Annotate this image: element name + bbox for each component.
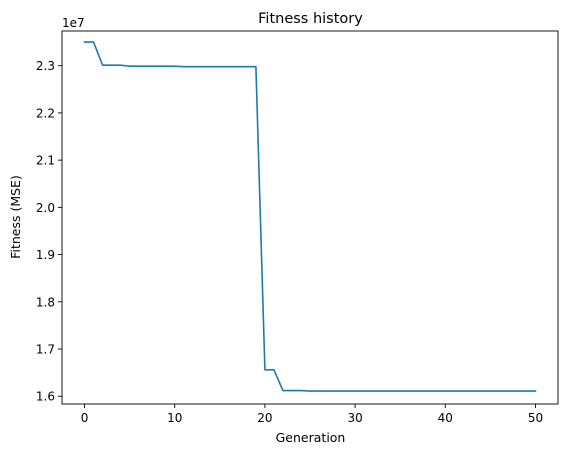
y-tick-label: 1.6 [36, 390, 55, 404]
x-tick-label: 40 [438, 411, 453, 425]
y-tick-label: 1.8 [36, 295, 55, 309]
y-tick-label: 1.7 [36, 342, 55, 356]
x-tick-label: 50 [528, 411, 543, 425]
x-tick-label: 20 [257, 411, 272, 425]
y-offset-label: 1e7 [62, 16, 85, 30]
y-axis-label: Fitness (MSE) [8, 175, 23, 259]
x-axis-label: Generation [276, 430, 346, 445]
y-tick-label: 2.2 [36, 106, 55, 120]
chart-title: Fitness history [258, 11, 363, 27]
x-tick-label: 0 [81, 411, 89, 425]
y-tick-label: 2.1 [36, 154, 55, 168]
x-tick-label: 10 [167, 411, 182, 425]
x-tick-label: 30 [347, 411, 362, 425]
y-tick-label: 2.0 [36, 201, 55, 215]
y-tick-label: 1.9 [36, 248, 55, 262]
y-tick-label: 2.3 [36, 59, 55, 73]
